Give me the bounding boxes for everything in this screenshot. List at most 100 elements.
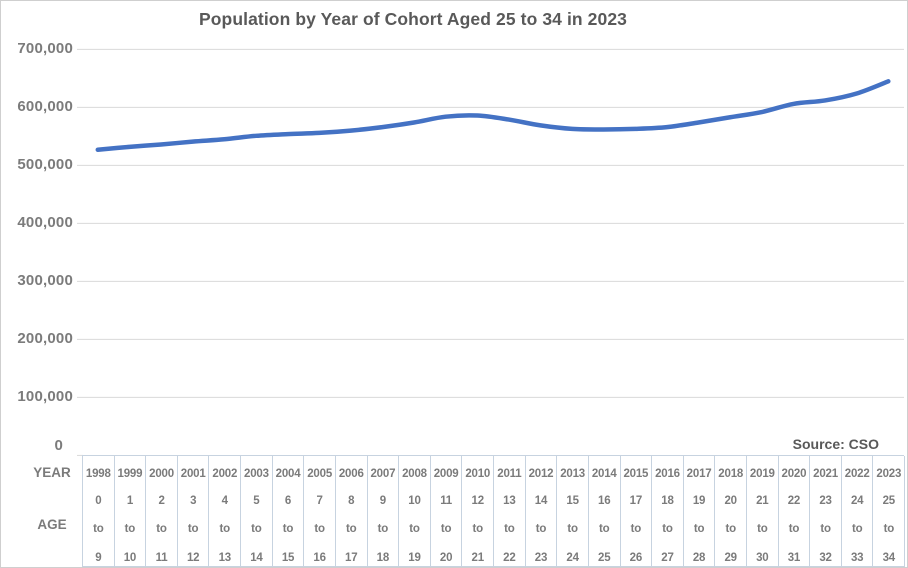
age-start-cell: 17	[629, 495, 643, 507]
age-end-cell: 18	[376, 552, 390, 564]
x-axis-column: 1998 0 to 9	[83, 456, 115, 567]
age-end-cell: 29	[724, 552, 737, 564]
age-end-cell: 17	[345, 552, 358, 564]
age-start-cell: 23	[819, 495, 832, 507]
age-start-cell: 14	[534, 495, 548, 507]
year-cell: 2006	[338, 468, 364, 480]
age-end-cell: 21	[471, 552, 485, 564]
age-to-cell: to	[219, 523, 231, 535]
year-cell: 2010	[465, 468, 491, 480]
x-axis-column: 2003 5 to 14	[241, 456, 273, 567]
age-start-cell: 12	[471, 495, 485, 507]
age-to-cell: to	[440, 523, 452, 535]
age-start-cell: 6	[284, 495, 292, 507]
age-end-cell: 30	[756, 552, 769, 564]
year-cell: 2017	[686, 468, 712, 480]
age-end-cell: 19	[408, 552, 421, 564]
age-to-cell: to	[314, 523, 325, 535]
x-axis-column: 2014 16 to 25	[589, 456, 621, 567]
year-cell: 2022	[844, 468, 870, 480]
year-cell: 2019	[749, 468, 775, 480]
x-axis-column: 2007 9 to 18	[368, 456, 400, 567]
x-axis-column: 2020 22 to 31	[779, 456, 811, 567]
year-cell: 2013	[560, 468, 585, 480]
age-to-cell: to	[282, 523, 294, 535]
age-to-cell: to	[630, 523, 642, 535]
age-start-cell: 0	[95, 495, 102, 507]
x-axis-column: 2016 18 to 27	[652, 456, 684, 567]
age-to-cell: to	[693, 523, 705, 535]
age-end-cell: 28	[692, 552, 706, 564]
age-to-cell: to	[472, 523, 484, 535]
age-start-cell: 24	[850, 495, 864, 507]
x-axis-column: 1999 1 to 10	[115, 456, 147, 567]
age-end-cell: 22	[503, 552, 516, 564]
age-start-cell: 7	[316, 495, 323, 507]
year-cell: 2023	[876, 468, 902, 480]
year-cell: 2021	[813, 468, 838, 480]
population-line-series	[95, 79, 891, 152]
age-start-cell: 22	[787, 495, 801, 507]
y-axis-tick-label: 400,000	[17, 214, 73, 232]
x-axis-column: 2005 7 to 16	[304, 456, 336, 567]
year-cell: 2005	[307, 468, 333, 480]
x-axis-column: 2015 17 to 26	[621, 456, 653, 567]
age-end-cell: 27	[661, 552, 674, 564]
year-cell: 2008	[402, 468, 427, 480]
year-cell: 2012	[528, 468, 554, 480]
age-start-cell: 9	[379, 495, 386, 507]
year-cell: 2016	[655, 468, 680, 480]
chart-title: Population by Year of Cohort Aged 25 to …	[198, 9, 627, 29]
x-axis-age-label: AGE	[37, 517, 67, 532]
y-axis-tick-label: 200,000	[17, 330, 73, 348]
age-to-cell: to	[504, 523, 515, 535]
age-to-cell: to	[851, 523, 863, 535]
age-start-cell: 20	[724, 495, 737, 507]
year-cell: 1999	[117, 468, 143, 480]
age-to-cell: to	[251, 523, 262, 535]
age-end-cell: 24	[566, 552, 579, 564]
y-axis-tick-label: 0	[54, 437, 63, 454]
x-axis-column: 2019 21 to 30	[747, 456, 779, 567]
year-cell: 1998	[85, 468, 111, 480]
year-cell: 2009	[433, 468, 459, 480]
year-cell: 2001	[180, 468, 206, 480]
x-axis-column: 2013 15 to 24	[557, 456, 589, 567]
age-to-cell: to	[662, 523, 673, 535]
age-end-cell: 15	[281, 552, 295, 564]
year-cell: 2011	[497, 468, 522, 480]
x-axis-column: 2002 4 to 13	[209, 456, 242, 567]
age-end-cell: 31	[787, 552, 801, 564]
year-cell: 2014	[591, 468, 617, 480]
age-to-cell: to	[93, 523, 104, 535]
x-axis-column: 2000 2 to 11	[146, 456, 178, 567]
age-start-cell: 1	[126, 495, 134, 507]
age-start-cell: 16	[598, 495, 611, 507]
x-axis-column: 2018 20 to 29	[715, 456, 747, 567]
y-axis-tick-label: 100,000	[17, 388, 73, 406]
age-start-cell: 3	[190, 495, 197, 507]
age-start-cell: 25	[882, 495, 896, 507]
age-to-cell: to	[124, 523, 136, 535]
year-cell: 2003	[244, 468, 269, 480]
age-to-cell: to	[820, 523, 831, 535]
age-end-cell: 26	[629, 552, 643, 564]
age-start-cell: 15	[566, 495, 579, 507]
x-axis-column: 2001 3 to 12	[178, 456, 210, 567]
age-to-cell: to	[187, 523, 199, 535]
x-axis-column: 2021 23 to 32	[810, 456, 842, 567]
x-axis-year-label: YEAR	[33, 465, 71, 480]
year-cell: 2007	[370, 468, 396, 480]
x-axis-column: 2004 6 to 15	[273, 456, 305, 567]
age-to-cell: to	[788, 523, 800, 535]
year-cell: 2002	[212, 468, 238, 480]
age-end-cell: 12	[186, 552, 200, 564]
age-start-cell: 4	[221, 495, 228, 507]
age-to-cell: to	[757, 523, 768, 535]
age-to-cell: to	[567, 523, 578, 535]
age-end-cell: 32	[819, 552, 832, 564]
age-to-cell: to	[725, 523, 736, 535]
x-axis-column: 2023 25 to 34	[874, 456, 906, 567]
age-end-cell: 34	[882, 552, 896, 564]
